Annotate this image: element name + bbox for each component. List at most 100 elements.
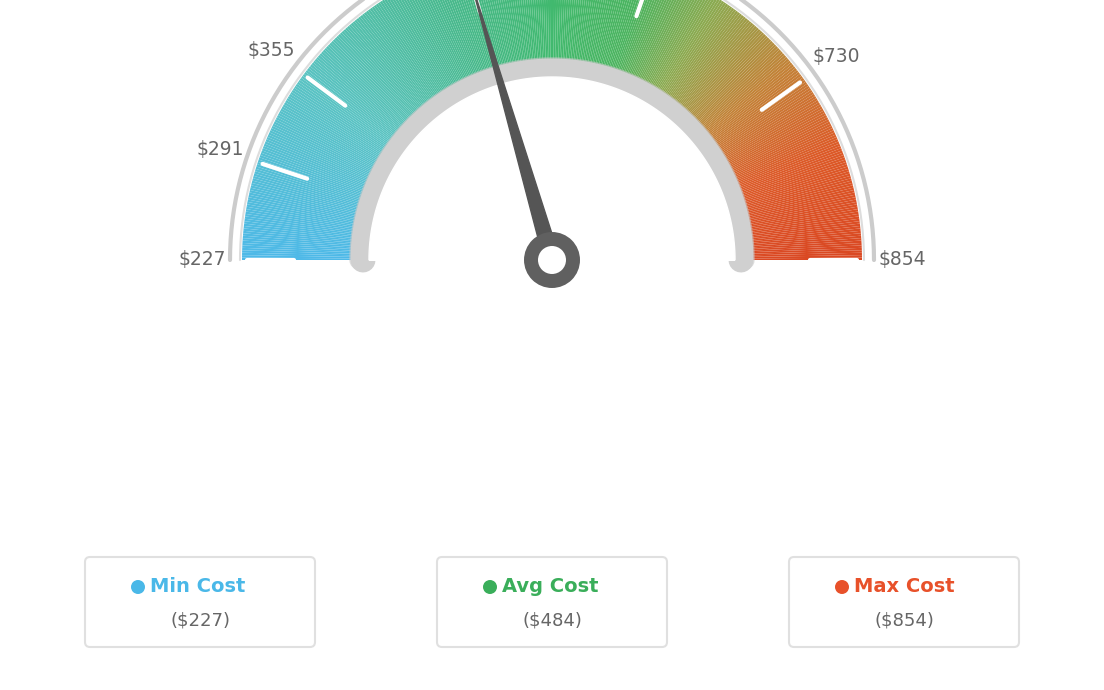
Polygon shape bbox=[576, 0, 596, 77]
Polygon shape bbox=[622, 0, 670, 89]
Polygon shape bbox=[255, 169, 375, 207]
Polygon shape bbox=[664, 12, 740, 113]
Polygon shape bbox=[678, 32, 764, 125]
Polygon shape bbox=[552, 0, 554, 75]
Polygon shape bbox=[242, 255, 367, 259]
Polygon shape bbox=[369, 77, 735, 260]
Polygon shape bbox=[736, 236, 861, 247]
Polygon shape bbox=[605, 0, 644, 83]
Polygon shape bbox=[698, 68, 797, 146]
Polygon shape bbox=[659, 8, 734, 110]
FancyBboxPatch shape bbox=[789, 557, 1019, 647]
Polygon shape bbox=[248, 195, 371, 222]
Polygon shape bbox=[275, 119, 388, 177]
Polygon shape bbox=[650, 0, 718, 104]
Polygon shape bbox=[245, 212, 369, 233]
Polygon shape bbox=[251, 186, 372, 217]
Polygon shape bbox=[380, 1, 450, 106]
Polygon shape bbox=[290, 92, 396, 161]
Polygon shape bbox=[652, 0, 722, 106]
Polygon shape bbox=[375, 3, 448, 108]
Polygon shape bbox=[715, 115, 827, 175]
Polygon shape bbox=[242, 250, 368, 255]
Text: $355: $355 bbox=[247, 41, 295, 60]
Polygon shape bbox=[526, 0, 538, 76]
Text: $854: $854 bbox=[878, 250, 926, 270]
Polygon shape bbox=[550, 0, 552, 75]
Polygon shape bbox=[438, 0, 486, 88]
Polygon shape bbox=[252, 181, 373, 214]
Polygon shape bbox=[386, 0, 454, 104]
Polygon shape bbox=[553, 0, 556, 75]
Polygon shape bbox=[403, 0, 464, 98]
Polygon shape bbox=[677, 31, 763, 124]
Polygon shape bbox=[624, 0, 676, 90]
Polygon shape bbox=[723, 141, 839, 190]
Text: $227: $227 bbox=[178, 250, 225, 270]
Polygon shape bbox=[692, 59, 789, 141]
Polygon shape bbox=[584, 0, 607, 78]
Polygon shape bbox=[485, 0, 513, 79]
Polygon shape bbox=[368, 9, 444, 111]
Polygon shape bbox=[538, 0, 544, 75]
Polygon shape bbox=[335, 37, 423, 128]
Polygon shape bbox=[697, 66, 796, 146]
Polygon shape bbox=[627, 0, 680, 91]
Polygon shape bbox=[337, 36, 424, 127]
Polygon shape bbox=[248, 193, 371, 221]
Polygon shape bbox=[267, 135, 383, 186]
Polygon shape bbox=[535, 0, 543, 75]
Ellipse shape bbox=[835, 580, 849, 594]
Polygon shape bbox=[322, 50, 416, 135]
Polygon shape bbox=[724, 146, 841, 193]
Polygon shape bbox=[424, 0, 477, 91]
Polygon shape bbox=[319, 53, 414, 138]
Polygon shape bbox=[606, 0, 646, 83]
Polygon shape bbox=[687, 48, 779, 135]
Polygon shape bbox=[711, 102, 820, 167]
Polygon shape bbox=[636, 0, 694, 96]
Polygon shape bbox=[256, 166, 375, 206]
Polygon shape bbox=[596, 0, 629, 81]
Polygon shape bbox=[720, 128, 834, 183]
Polygon shape bbox=[259, 155, 378, 199]
Polygon shape bbox=[566, 0, 578, 76]
Polygon shape bbox=[712, 104, 821, 168]
Polygon shape bbox=[615, 0, 659, 86]
Polygon shape bbox=[617, 0, 664, 88]
Polygon shape bbox=[301, 76, 403, 151]
Polygon shape bbox=[262, 150, 379, 196]
Polygon shape bbox=[736, 248, 862, 254]
Polygon shape bbox=[626, 0, 678, 91]
Polygon shape bbox=[713, 106, 822, 170]
Polygon shape bbox=[328, 44, 420, 132]
Polygon shape bbox=[390, 0, 457, 102]
Polygon shape bbox=[384, 0, 453, 105]
Polygon shape bbox=[641, 0, 703, 99]
Polygon shape bbox=[721, 135, 837, 186]
Polygon shape bbox=[598, 0, 631, 81]
Polygon shape bbox=[458, 0, 498, 83]
Polygon shape bbox=[365, 10, 442, 112]
Polygon shape bbox=[556, 0, 562, 75]
Polygon shape bbox=[349, 24, 432, 120]
Polygon shape bbox=[623, 0, 672, 90]
Polygon shape bbox=[675, 28, 758, 122]
Polygon shape bbox=[362, 14, 439, 114]
Polygon shape bbox=[734, 209, 858, 231]
Polygon shape bbox=[243, 238, 368, 248]
FancyBboxPatch shape bbox=[85, 557, 315, 647]
Polygon shape bbox=[612, 0, 655, 86]
Polygon shape bbox=[630, 0, 687, 93]
Polygon shape bbox=[572, 0, 588, 77]
Polygon shape bbox=[354, 19, 435, 117]
Text: $291: $291 bbox=[197, 140, 244, 159]
Polygon shape bbox=[311, 62, 410, 144]
Polygon shape bbox=[288, 96, 395, 164]
Polygon shape bbox=[736, 241, 861, 250]
Polygon shape bbox=[725, 152, 843, 197]
Polygon shape bbox=[711, 100, 819, 166]
Polygon shape bbox=[530, 0, 540, 75]
Polygon shape bbox=[266, 139, 382, 189]
Polygon shape bbox=[724, 148, 842, 195]
